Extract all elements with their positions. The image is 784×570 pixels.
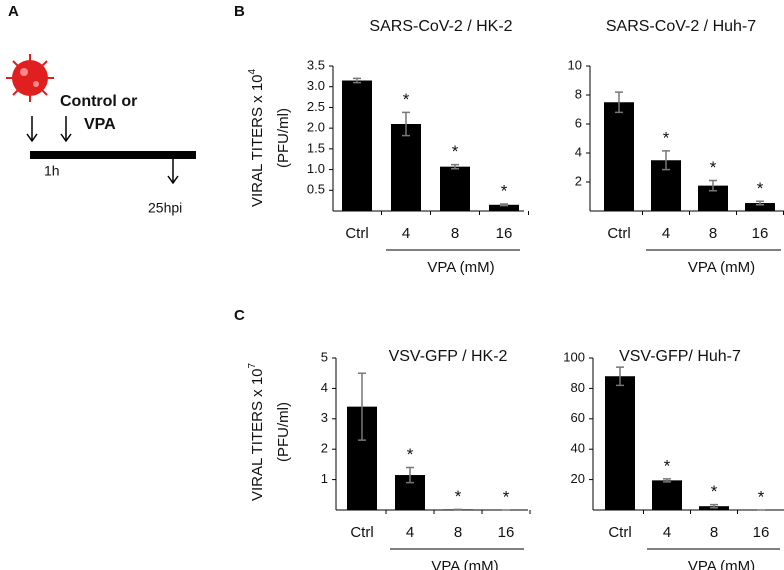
chart-title: SARS-CoV-2 / Huh-7 — [606, 18, 756, 35]
y-tick-label: 2.0 — [307, 120, 325, 135]
significance-marker: * — [664, 456, 671, 475]
error-bar — [710, 503, 718, 509]
x-tick-label: Ctrl — [350, 524, 373, 541]
y-tick-label: 20 — [571, 471, 585, 486]
y-tick-label: 3.5 — [307, 57, 325, 72]
bar — [604, 102, 634, 211]
significance-marker: * — [403, 90, 410, 109]
significance-marker: * — [452, 142, 459, 161]
treatment-label: VPA — [84, 116, 116, 133]
y-tick-label: 2 — [575, 173, 582, 188]
y-axis-label-exponent: 4 — [247, 69, 258, 75]
significance-marker: * — [663, 128, 670, 147]
x-tick-label: Ctrl — [608, 524, 631, 541]
significance-marker: * — [503, 487, 510, 506]
significance-marker: * — [757, 179, 764, 198]
y-axis-label: VIRAL TITERS x 104 — [247, 69, 266, 208]
y-tick-label: 10 — [568, 57, 582, 72]
y-tick-label: 3 — [321, 410, 328, 425]
y-tick-label: 100 — [563, 349, 585, 364]
y-axis-label-text: VIRAL TITERS x 10 — [249, 369, 266, 502]
chart-title: SARS-CoV-2 / HK-2 — [369, 18, 512, 35]
x-tick-label: 4 — [402, 225, 410, 242]
y-tick-label: 1 — [321, 471, 328, 486]
x-tick-label: 4 — [406, 524, 414, 541]
y-tick-label: 40 — [571, 441, 585, 456]
y-tick-label: 4 — [575, 144, 582, 159]
y-axis-label-text: VIRAL TITERS x 10 — [249, 75, 266, 208]
x-tick-label: 8 — [710, 524, 718, 541]
time-label: 25hpi — [148, 200, 182, 216]
error-bar — [451, 163, 459, 170]
bar — [652, 480, 682, 510]
y-tick-label: 2 — [321, 441, 328, 456]
y-axis-label-unit: (PFU/ml) — [275, 402, 292, 462]
significance-marker: * — [455, 487, 462, 506]
significance-marker: * — [711, 482, 718, 501]
x-tick-label: 16 — [498, 524, 515, 541]
error-bar — [353, 77, 361, 84]
significance-marker: * — [758, 487, 765, 506]
significance-marker: * — [407, 445, 414, 464]
x-tick-label: 8 — [709, 225, 717, 242]
x-tick-label: 8 — [454, 524, 462, 541]
y-tick-label: 0.5 — [307, 182, 325, 197]
chart-title: VSV-GFP / HK-2 — [389, 348, 508, 365]
x-group-label: VPA (mM) — [688, 259, 755, 276]
y-tick-label: 1.0 — [307, 161, 325, 176]
significance-marker: * — [501, 181, 508, 200]
y-tick-label: 5 — [321, 349, 328, 364]
y-tick-label: 2.5 — [307, 99, 325, 114]
timeline-bar — [30, 151, 196, 159]
y-tick-label: 60 — [571, 410, 585, 425]
error-bar — [615, 91, 623, 114]
x-group-label: VPA (mM) — [427, 259, 494, 276]
x-tick-label: Ctrl — [345, 225, 368, 242]
x-tick-label: 8 — [451, 225, 459, 242]
virus-icon — [6, 54, 54, 102]
x-group-label: VPA (mM) — [431, 558, 498, 570]
x-tick-label: 4 — [662, 225, 670, 242]
x-tick-label: 16 — [753, 524, 770, 541]
x-tick-label: 4 — [663, 524, 671, 541]
error-bar — [358, 372, 366, 441]
time-label: 1h — [44, 163, 60, 179]
panel-label: A — [8, 3, 19, 20]
x-tick-label: Ctrl — [607, 225, 630, 242]
x-tick-label: 16 — [496, 225, 513, 242]
y-axis-label-exponent: 7 — [247, 363, 258, 369]
error-bar — [402, 111, 410, 137]
error-bar — [756, 200, 764, 206]
y-tick-label: 4 — [321, 380, 328, 395]
x-tick-label: 16 — [752, 225, 769, 242]
y-tick-label: 80 — [571, 380, 585, 395]
bar — [342, 80, 372, 211]
x-group-label: VPA (mM) — [688, 558, 755, 570]
panel-label: C — [234, 307, 245, 324]
significance-marker: * — [710, 158, 717, 177]
y-tick-label: 6 — [575, 115, 582, 130]
arrows — [26, 116, 179, 185]
y-tick-label: 1.5 — [307, 140, 325, 155]
y-tick-label: 8 — [575, 86, 582, 101]
y-axis-label: VIRAL TITERS x 107 — [247, 363, 266, 502]
error-bar — [709, 179, 717, 192]
bar — [489, 204, 519, 211]
error-bar — [406, 466, 414, 484]
error-bar — [663, 478, 671, 483]
panel-label: B — [234, 3, 245, 20]
treatment-label: Control or — [60, 93, 137, 110]
bar — [745, 203, 775, 211]
bar — [391, 124, 421, 211]
error-bar — [662, 150, 670, 171]
y-axis-label-unit: (PFU/ml) — [275, 108, 292, 168]
chart-title: VSV-GFP/ Huh-7 — [619, 348, 741, 365]
y-tick-label: 3.0 — [307, 78, 325, 93]
error-bar — [500, 203, 508, 207]
bar — [440, 166, 470, 211]
bar — [605, 376, 635, 510]
error-bar — [616, 366, 624, 387]
